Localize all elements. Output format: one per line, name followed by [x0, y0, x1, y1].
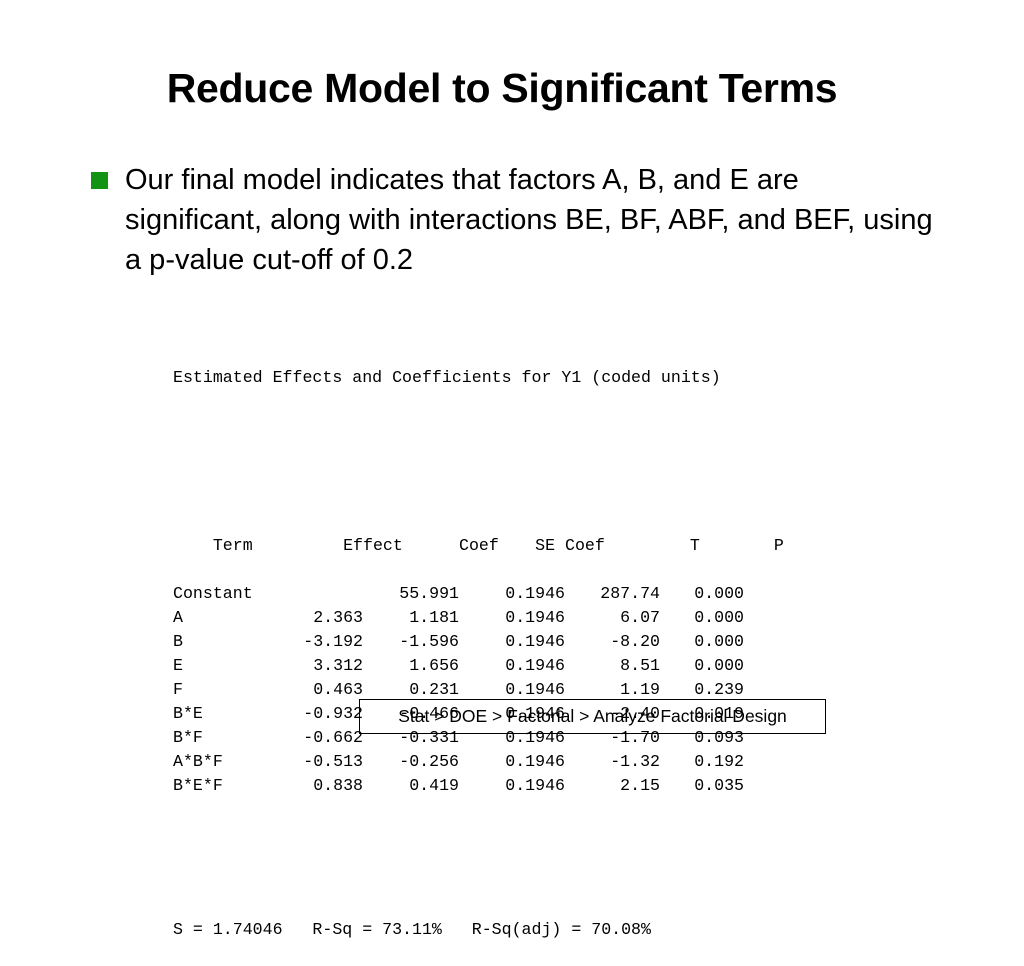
cell-effect: -0.932: [303, 704, 363, 723]
cell-term: B*E: [173, 704, 203, 723]
cell-se-coef: 0.1946: [505, 776, 565, 795]
table-body: Constant 55.991 0.1946 287.74 0.000 A 2.363 1.1…: [173, 582, 784, 798]
table-header-row: Term Effect Coef SE Coef T P: [173, 510, 784, 555]
cell-t: 1.19: [620, 680, 660, 699]
cell-se-coef: 0.1946: [505, 680, 565, 699]
cell-p: 0.192: [694, 752, 744, 771]
table-row: A 2.363 1.181 0.1946 6.07 0.000: [173, 606, 784, 630]
cell-coef: -0.466: [399, 704, 459, 723]
table-row: E 3.312 1.656 0.1946 8.51 0.000: [173, 654, 784, 678]
cell-p: 0.093: [694, 728, 744, 747]
blank-line: [173, 846, 784, 870]
cell-term: B*F: [173, 728, 203, 747]
table-row: F 0.463 0.231 0.1946 1.19 0.239: [173, 678, 784, 702]
cell-se-coef: 0.1946: [505, 584, 565, 603]
cell-t: 287.74: [600, 584, 660, 603]
table-row: B*E*F 0.838 0.419 0.1946 2.15 0.035: [173, 774, 784, 798]
cell-p: 0.000: [694, 656, 744, 675]
cell-se-coef: 0.1946: [505, 728, 565, 747]
cell-effect: 3.312: [313, 656, 363, 675]
table-row: A*B*F -0.513 -0.256 0.1946 -1.32 0.192: [173, 750, 784, 774]
bullet-square-icon: [91, 172, 108, 189]
cell-term: F: [173, 680, 183, 699]
cell-term: Constant: [173, 584, 253, 603]
cell-effect: 2.363: [313, 608, 363, 627]
column-header-effect: Effect: [343, 536, 403, 555]
cell-coef: -0.331: [399, 728, 459, 747]
cell-effect: 0.838: [313, 776, 363, 795]
cell-coef: -1.596: [399, 632, 459, 651]
cell-p: 0.019: [694, 704, 744, 723]
bullet-text: Our final model indicates that factors A…: [125, 164, 933, 276]
cell-t: -2.40: [610, 704, 660, 723]
table-row: Constant 55.991 0.1946 287.74 0.000: [173, 582, 784, 606]
menu-path-box: Stat > DOE > Factorial > Analyze Factori…: [359, 699, 826, 734]
column-header-term: Term: [212, 536, 253, 555]
cell-p: 0.239: [694, 680, 744, 699]
slide-title: Reduce Model to Significant Terms: [166, 65, 838, 111]
column-header-t: T: [689, 536, 700, 555]
cell-term: B*E*F: [173, 776, 223, 795]
cell-effect: -0.513: [303, 752, 363, 771]
column-header-se-coef: SE Coef: [535, 536, 605, 555]
cell-term: E: [173, 656, 183, 675]
cell-effect: 0.463: [313, 680, 363, 699]
column-header-p: P: [773, 536, 784, 555]
cell-coef: -0.256: [399, 752, 459, 771]
column-header-coef: Coef: [459, 536, 499, 555]
cell-t: 2.15: [620, 776, 660, 795]
cell-se-coef: 0.1946: [505, 752, 565, 771]
cell-coef: 1.181: [409, 608, 459, 627]
cell-se-coef: 0.1946: [505, 608, 565, 627]
cell-se-coef: 0.1946: [505, 632, 565, 651]
cell-coef: 0.231: [409, 680, 459, 699]
blank-line: [173, 438, 784, 462]
model-summary: S = 1.74046 R-Sq = 73.11% R-Sq(adj) = 70…: [173, 920, 651, 939]
cell-term: A*B*F: [173, 752, 223, 771]
cell-effect: -3.192: [303, 632, 363, 651]
cell-coef: 0.419: [409, 776, 459, 795]
session-output: Estimated Effects and Coefficients for Y…: [173, 318, 784, 966]
cell-p: 0.000: [694, 632, 744, 651]
cell-coef: 55.991: [399, 584, 459, 603]
cell-term: B: [173, 632, 183, 651]
cell-p: 0.000: [694, 584, 744, 603]
table-row: B*E -0.932 -0.466 0.1946 -2.40 0.019: [173, 702, 784, 726]
cell-t: 8.51: [620, 656, 660, 675]
cell-se-coef: 0.1946: [505, 704, 565, 723]
cell-coef: 1.656: [409, 656, 459, 675]
cell-t: 6.07: [620, 608, 660, 627]
output-heading: Estimated Effects and Coefficients for Y…: [173, 368, 721, 387]
cell-p: 0.035: [694, 776, 744, 795]
table-row: B*F -0.662 -0.331 0.1946 -1.70 0.093: [173, 726, 784, 750]
cell-t: -1.32: [610, 752, 660, 771]
cell-term: A: [173, 608, 183, 627]
cell-effect: -0.662: [303, 728, 363, 747]
cell-se-coef: 0.1946: [505, 656, 565, 675]
cell-t: -8.20: [610, 632, 660, 651]
cell-p: 0.000: [694, 608, 744, 627]
table-row: B -3.192 -1.596 0.1946 -8.20 0.000: [173, 630, 784, 654]
cell-t: -1.70: [610, 728, 660, 747]
